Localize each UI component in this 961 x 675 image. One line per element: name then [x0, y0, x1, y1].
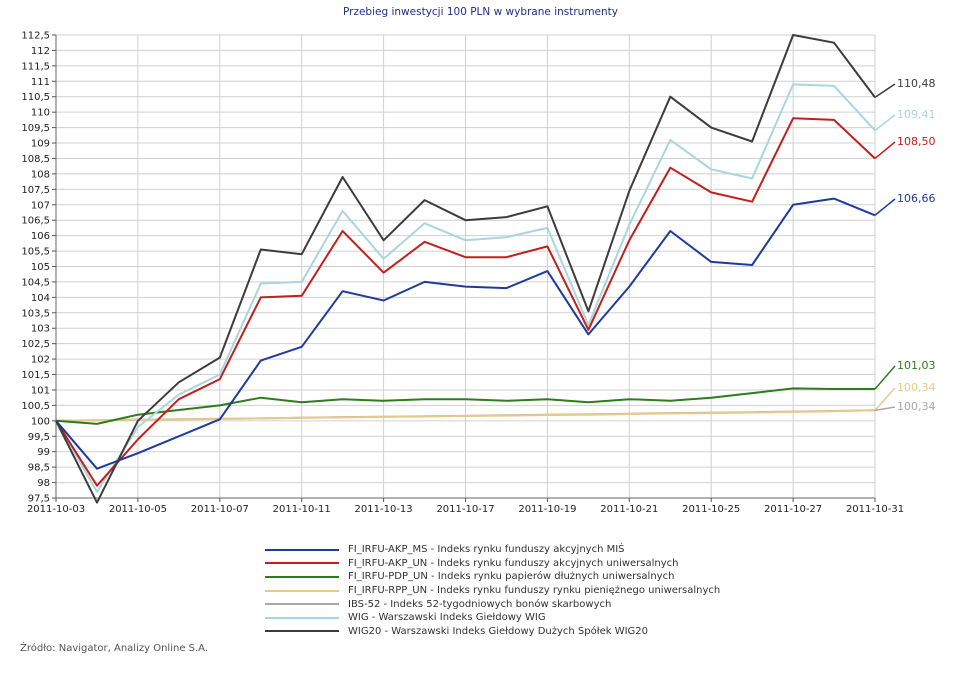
- series-line-0: [55, 197, 876, 470]
- y-tick-label: 101: [31, 385, 50, 396]
- y-tick-label: 103,5: [21, 308, 50, 319]
- legend-swatch: [265, 548, 339, 551]
- legend-item: WIG - Warszawski Indeks Giełdowy WIG: [265, 611, 720, 625]
- y-tick-label: 108,5: [21, 154, 50, 165]
- legend: FI_IRFU-AKP_MS - Indeks rynku funduszy a…: [265, 543, 720, 638]
- y-tick-label: 97,5: [28, 494, 50, 505]
- end-label-connector: [874, 114, 896, 131]
- legend-item: FI_IRFU-AKP_UN - Indeks rynku funduszy a…: [265, 557, 720, 571]
- end-value-labels: 106,66 108,50 101,03 100,34 100,34 109,41 110,…: [874, 77, 936, 413]
- y-tick-label: 109,5: [21, 123, 50, 134]
- y-tick-label: 105: [31, 262, 50, 273]
- x-tick-label: 2011-10-21: [600, 504, 658, 515]
- x-tick-label: 2011-10-13: [355, 504, 413, 515]
- legend-item: IBS-52 - Indeks 52-tygodniowych bonów sk…: [265, 597, 720, 611]
- x-tick-label: 2011-10-07: [191, 504, 249, 515]
- end-label-connector: [874, 83, 896, 98]
- legend-label: FI_IRFU-AKP_UN - Indeks rynku funduszy a…: [348, 557, 679, 569]
- legend-label: FI_IRFU-RPP_UN - Indeks rynku funduszy r…: [348, 585, 721, 597]
- legend-label: FI_IRFU-PDP_UN - Indeks rynku papierów d…: [348, 571, 675, 583]
- end-label-connector: [874, 365, 896, 390]
- x-tick-label: 2011-10-27: [764, 504, 822, 515]
- gridlines: [55, 34, 876, 499]
- end-value-label: 108,50: [897, 135, 936, 148]
- x-tick-label: 2011-10-19: [518, 504, 576, 515]
- legend-item: FI_IRFU-RPP_UN - Indeks rynku funduszy r…: [265, 584, 720, 598]
- y-tick-label: 110,5: [21, 92, 50, 103]
- legend-swatch: [265, 575, 339, 578]
- y-tick-label: 106: [31, 231, 50, 242]
- x-tick-label: 2011-10-11: [273, 504, 331, 515]
- legend-swatch: [265, 630, 339, 633]
- legend-label: WIG - Warszawski Indeks Giełdowy WIG: [348, 612, 546, 624]
- chart-title: Przebieg inwestycji 100 PLN w wybrane in…: [343, 6, 618, 18]
- source-note: Źródło: Navigator, Analizy Online S.A.: [20, 643, 209, 654]
- legend-item: FI_IRFU-AKP_MS - Indeks rynku funduszy a…: [265, 543, 720, 557]
- y-tick-label: 111: [31, 77, 50, 88]
- y-tick-label: 99: [37, 447, 50, 458]
- end-value-label: 100,34: [897, 381, 936, 394]
- x-tick-label: 2011-10-25: [682, 504, 740, 515]
- y-tick-label: 104: [31, 293, 50, 304]
- series-line-6: [55, 34, 876, 504]
- legend-swatch: [265, 562, 339, 565]
- legend-swatch: [265, 616, 339, 619]
- y-tick-label: 106,5: [21, 216, 50, 227]
- legend-label: IBS-52 - Indeks 52-tygodniowych bonów sk…: [348, 598, 612, 610]
- end-value-label: 110,48: [897, 77, 936, 90]
- y-tick-label: 112: [31, 46, 50, 57]
- y-tick-label: 101,5: [21, 370, 50, 381]
- end-value-label: 109,41: [897, 108, 936, 121]
- end-label-connector: [874, 141, 896, 160]
- legend-swatch: [265, 589, 339, 592]
- end-label-connector: [874, 198, 896, 216]
- y-tick-label: 110: [31, 108, 50, 119]
- y-tick-label: 107,5: [21, 185, 50, 196]
- legend-label: WIG20 - Warszawski Indeks Giełdowy Dużyc…: [348, 625, 649, 637]
- series-line-2: [55, 387, 875, 425]
- y-tick-label: 104,5: [21, 277, 50, 288]
- axes: 97,5 98 98,5 99 99,5 100 100,5 101 101,5 102 102,5…: [21, 31, 904, 516]
- series-lines: [55, 34, 876, 504]
- series-line-1: [55, 117, 876, 487]
- y-tick-label: 105,5: [21, 247, 50, 258]
- y-tick-label: 102,5: [21, 339, 50, 350]
- legend-swatch: [265, 603, 339, 606]
- legend-item: FI_IRFU-PDP_UN - Indeks rynku papierów d…: [265, 570, 720, 584]
- y-tick-label: 99,5: [28, 432, 50, 443]
- series-line-3: [55, 409, 876, 422]
- y-tick-label: 98: [37, 478, 50, 489]
- end-value-label: 101,03: [897, 359, 936, 372]
- x-tick-label: 2011-10-05: [109, 504, 167, 515]
- y-tick-label: 100: [31, 416, 50, 427]
- x-tick-label: 2011-10-31: [846, 504, 904, 515]
- x-tick-label: 2011-10-03: [27, 504, 85, 515]
- y-tick-label: 112,5: [21, 31, 50, 42]
- y-tick-label: 107: [31, 200, 50, 211]
- series-line-5: [55, 83, 876, 493]
- legend-label: FI_IRFU-AKP_MS - Indeks rynku funduszy a…: [348, 544, 625, 556]
- y-tick-label: 111,5: [21, 61, 50, 72]
- y-tick-label: 108: [31, 169, 50, 180]
- end-label-connector: [874, 387, 896, 411]
- y-tick-label: 103: [31, 324, 50, 335]
- end-label-connector: [874, 406, 896, 412]
- y-tick-label: 100,5: [21, 401, 50, 412]
- y-tick-label: 98,5: [28, 463, 50, 474]
- end-value-label: 106,66: [897, 192, 936, 205]
- legend-item: WIG20 - Warszawski Indeks Giełdowy Dużyc…: [265, 625, 720, 639]
- y-tick-label: 109: [31, 139, 50, 150]
- x-tick-label: 2011-10-17: [436, 504, 494, 515]
- y-tick-label: 102: [31, 355, 50, 366]
- end-value-label: 100,34: [897, 400, 936, 413]
